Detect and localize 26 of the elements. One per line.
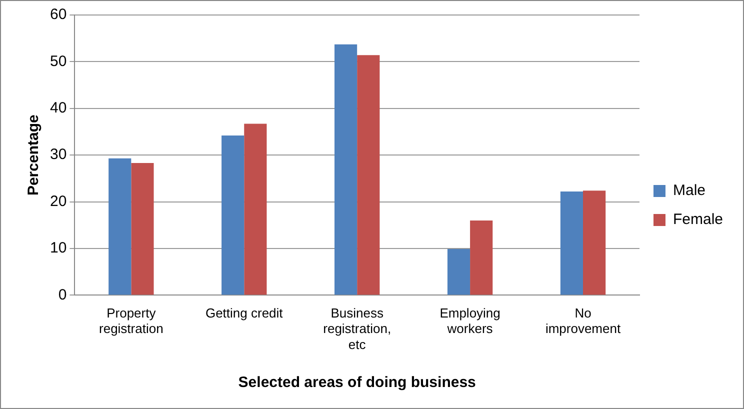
x-tick-label: Property registration <box>99 306 164 336</box>
y-tick-label: 60 <box>50 6 67 24</box>
bar <box>108 158 132 295</box>
bar <box>470 220 493 295</box>
bar <box>244 124 267 295</box>
bar <box>447 248 470 295</box>
y-tick-label: 30 <box>50 146 67 164</box>
y-tick-label: 50 <box>50 52 67 70</box>
y-axis-title: Percentage <box>25 114 42 196</box>
y-tick-label: 40 <box>50 100 67 117</box>
bar <box>222 135 244 295</box>
legend-label: Female <box>672 211 724 228</box>
bar <box>357 55 380 295</box>
x-tick-label: Employing workers <box>440 306 500 336</box>
bar <box>131 163 154 295</box>
y-tick-label: 10 <box>50 240 67 257</box>
legend-label: Male <box>672 182 706 200</box>
y-tick-label: 20 <box>50 192 67 210</box>
bar <box>583 190 606 295</box>
x-tick-label: No improvement <box>545 306 621 336</box>
bar <box>560 192 584 295</box>
x-axis-title: Selected areas of doing business <box>238 374 476 392</box>
x-tick-label: Business registration, etc <box>323 306 392 352</box>
x-tick-label: Getting credit <box>205 306 284 321</box>
bar <box>334 44 358 295</box>
y-tick-label: 0 <box>58 286 67 304</box>
